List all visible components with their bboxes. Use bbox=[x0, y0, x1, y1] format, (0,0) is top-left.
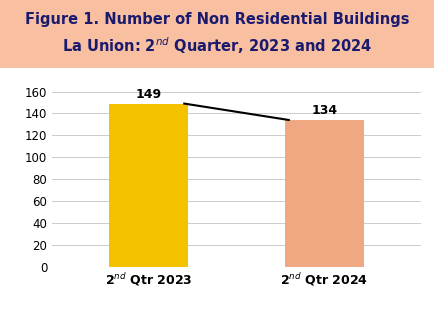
Text: Figure 1. Number of Non Residential Buildings
La Union: 2$^{nd}$ Quarter, 2023 a: Figure 1. Number of Non Residential Buil… bbox=[25, 12, 409, 56]
Bar bbox=[109, 104, 188, 267]
Text: 149: 149 bbox=[136, 88, 162, 101]
Bar bbox=[285, 120, 364, 267]
Text: 134: 134 bbox=[311, 104, 337, 117]
